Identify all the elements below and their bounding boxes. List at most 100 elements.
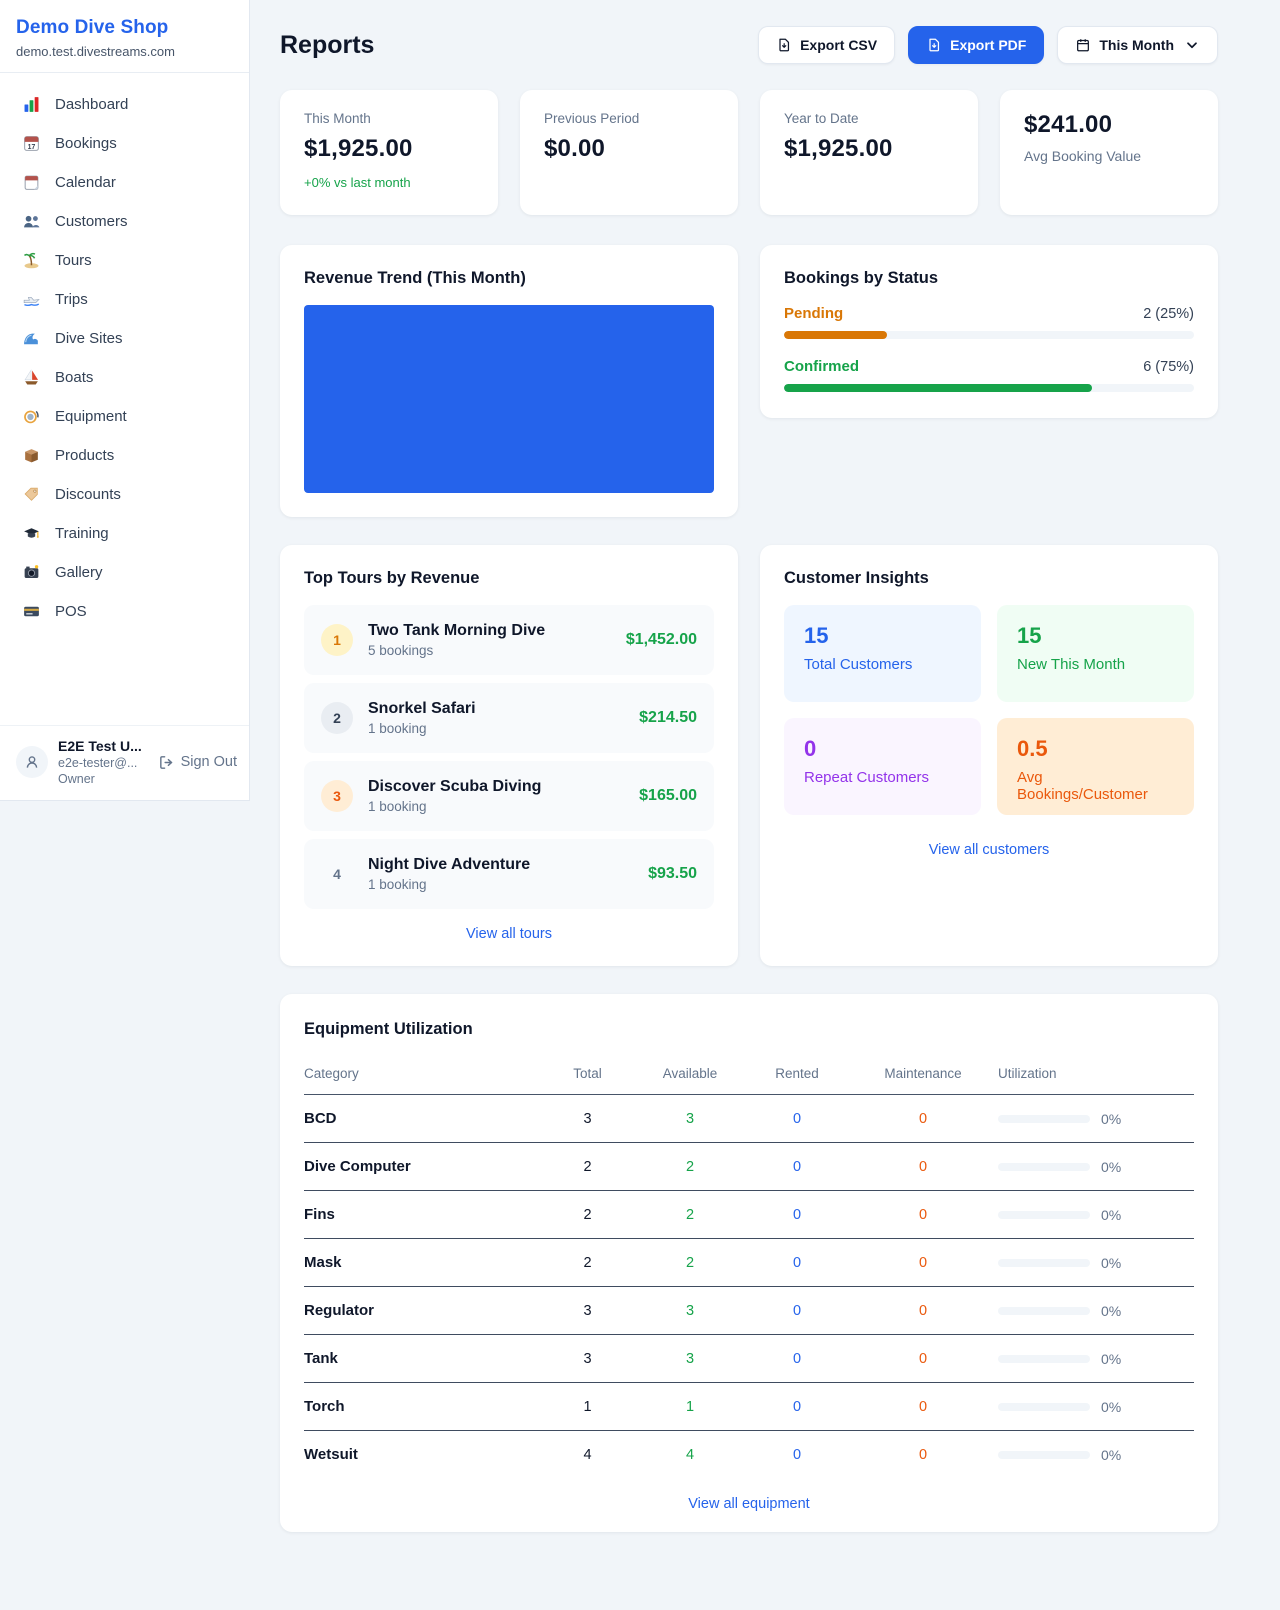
cell-utilization: 0% <box>998 1286 1194 1335</box>
col-header-utilization: Utilization <box>998 1056 1194 1095</box>
view-all-customers-link[interactable]: View all customers <box>784 842 1194 858</box>
utilization-bar <box>998 1258 1090 1267</box>
sidebar-item-equipment[interactable]: Equipment <box>8 397 241 436</box>
tag-icon <box>22 485 41 504</box>
period-dropdown[interactable]: This Month <box>1057 26 1218 64</box>
equipment-table-body: BCD 3 3 0 0 0% Dive Computer 2 2 0 0 0% … <box>304 1094 1194 1479</box>
tour-bookings: 5 bookings <box>368 643 434 658</box>
sidebar-item-label: Boats <box>55 369 94 386</box>
stat-label: Avg Booking Value <box>1024 148 1142 164</box>
stat-value: $1,925.00 <box>784 135 893 162</box>
sign-out-button[interactable]: Sign Out <box>158 754 237 771</box>
cell-available: 2 <box>634 1142 746 1191</box>
view-all-tours-link[interactable]: View all tours <box>304 926 714 942</box>
export-csv-button[interactable]: Export CSV <box>758 26 896 64</box>
sidebar-item-label: Discounts <box>55 486 121 503</box>
sidebar-item-boats[interactable]: Boats <box>8 358 241 397</box>
view-all-equipment-link[interactable]: View all equipment <box>304 1496 1194 1512</box>
cell-total: 1 <box>541 1382 634 1431</box>
table-row: BCD 3 3 0 0 0% <box>304 1094 1194 1143</box>
shop-logo-block: Demo Dive Shop demo.test.divestreams.com <box>0 0 249 73</box>
sidebar-item-training[interactable]: Training <box>8 514 241 553</box>
cell-available: 3 <box>634 1094 746 1143</box>
tile-label: Avg Bookings/Customer <box>1017 769 1148 803</box>
wave-icon <box>22 329 41 348</box>
stats-grid: This Month $1,925.00 +0% vs last month P… <box>280 90 1218 215</box>
export-pdf-button[interactable]: Export PDF <box>908 26 1045 64</box>
sidebar-item-dashboard[interactable]: Dashboard <box>8 85 241 124</box>
user-email: e2e-tester@... <box>58 756 138 770</box>
sign-out-label: Sign Out <box>180 754 237 770</box>
cell-rented: 0 <box>746 1190 848 1239</box>
sidebar-item-dive-sites[interactable]: Dive Sites <box>8 319 241 358</box>
stat-card-this-month: This Month $1,925.00 +0% vs last month <box>280 90 498 215</box>
equipment-table: Category Total Available Rented Maintena… <box>304 1056 1194 1479</box>
sidebar-item-label: Gallery <box>55 564 103 581</box>
cell-utilization: 0% <box>998 1334 1194 1383</box>
cell-rented: 0 <box>746 1238 848 1287</box>
sidebar-item-trips[interactable]: Trips <box>8 280 241 319</box>
cell-available: 2 <box>634 1190 746 1239</box>
status-count: 2 (25%) <box>1143 306 1194 322</box>
col-header-category: Category <box>304 1056 541 1095</box>
cell-available: 3 <box>634 1286 746 1335</box>
utilization-bar <box>998 1354 1090 1363</box>
cell-total: 2 <box>541 1190 634 1239</box>
tile-total-customers: 15 Total Customers <box>784 605 981 702</box>
sidebar-item-label: Equipment <box>55 408 127 425</box>
cell-maintenance: 0 <box>848 1238 998 1287</box>
sidebar-item-label: POS <box>55 603 87 620</box>
cell-utilization: 0% <box>998 1238 1194 1287</box>
graduation-cap-icon <box>22 524 41 543</box>
tile-value: 0.5 <box>1017 736 1048 761</box>
tour-name: Discover Scuba Diving <box>368 778 542 795</box>
equipment-utilization-title: Equipment Utilization <box>304 1020 473 1038</box>
tile-label: New This Month <box>1017 656 1126 673</box>
cell-available: 3 <box>634 1334 746 1383</box>
sidebar-item-label: Training <box>55 525 109 542</box>
revenue-trend-chart <box>304 305 714 493</box>
avatar <box>16 746 48 778</box>
stat-label: This Month <box>304 111 371 126</box>
sidebar-nav: Dashboard 17 Bookings Calendar Customers… <box>0 73 249 725</box>
sidebar-item-calendar[interactable]: Calendar <box>8 163 241 202</box>
sidebar-item-bookings[interactable]: 17 Bookings <box>8 124 241 163</box>
customer-insights-title: Customer Insights <box>784 569 929 587</box>
user-role: Owner <box>58 772 95 786</box>
utilization-pct: 0% <box>1101 1254 1122 1271</box>
sidebar-item-label: Dive Sites <box>55 330 123 347</box>
status-bar-track <box>784 384 1194 392</box>
col-header-rented: Rented <box>746 1056 848 1095</box>
header-actions: Export CSV Export PDF This Month <box>758 26 1218 64</box>
stat-card-previous-period: Previous Period $0.00 <box>520 90 738 215</box>
sailboat-icon <box>22 368 41 387</box>
cell-available: 4 <box>685 1446 695 1463</box>
list-item: 2 Snorkel Safari 1 booking $214.50 <box>304 683 714 753</box>
table-row: Regulator 3 3 0 0 0% <box>304 1286 1194 1335</box>
sidebar-item-label: Customers <box>55 213 128 230</box>
sidebar-item-gallery[interactable]: Gallery <box>8 553 241 592</box>
table-row: Torch 1 1 0 0 0% <box>304 1382 1194 1431</box>
package-icon <box>22 446 41 465</box>
island-icon <box>22 251 41 270</box>
tile-avg-bookings-customer: 0.5 Avg Bookings/Customer <box>997 718 1194 815</box>
sidebar-item-tours[interactable]: Tours <box>8 241 241 280</box>
tour-revenue: $214.50 <box>639 709 697 726</box>
tile-repeat-customers: 0 Repeat Customers <box>784 718 981 815</box>
cell-total: 4 <box>583 1446 592 1463</box>
utilization-pct: 0% <box>1101 1446 1122 1463</box>
cell-available: 1 <box>634 1382 746 1431</box>
utilization-bar <box>998 1210 1090 1219</box>
export-csv-label: Export CSV <box>800 37 878 53</box>
cell-maintenance: 0 <box>848 1286 998 1335</box>
cell-maintenance: 0 <box>848 1142 998 1191</box>
sidebar-item-products[interactable]: Products <box>8 436 241 475</box>
cell-maintenance: 0 <box>848 1334 998 1383</box>
file-download-icon <box>779 38 790 52</box>
sidebar-item-pos[interactable]: POS <box>8 592 241 631</box>
sidebar-item-label: Tours <box>55 252 92 269</box>
sidebar-item-customers[interactable]: Customers <box>8 202 241 241</box>
utilization-pct: 0% <box>1101 1206 1122 1223</box>
stat-label: Previous Period <box>544 111 640 126</box>
sidebar-item-discounts[interactable]: Discounts <box>8 475 241 514</box>
